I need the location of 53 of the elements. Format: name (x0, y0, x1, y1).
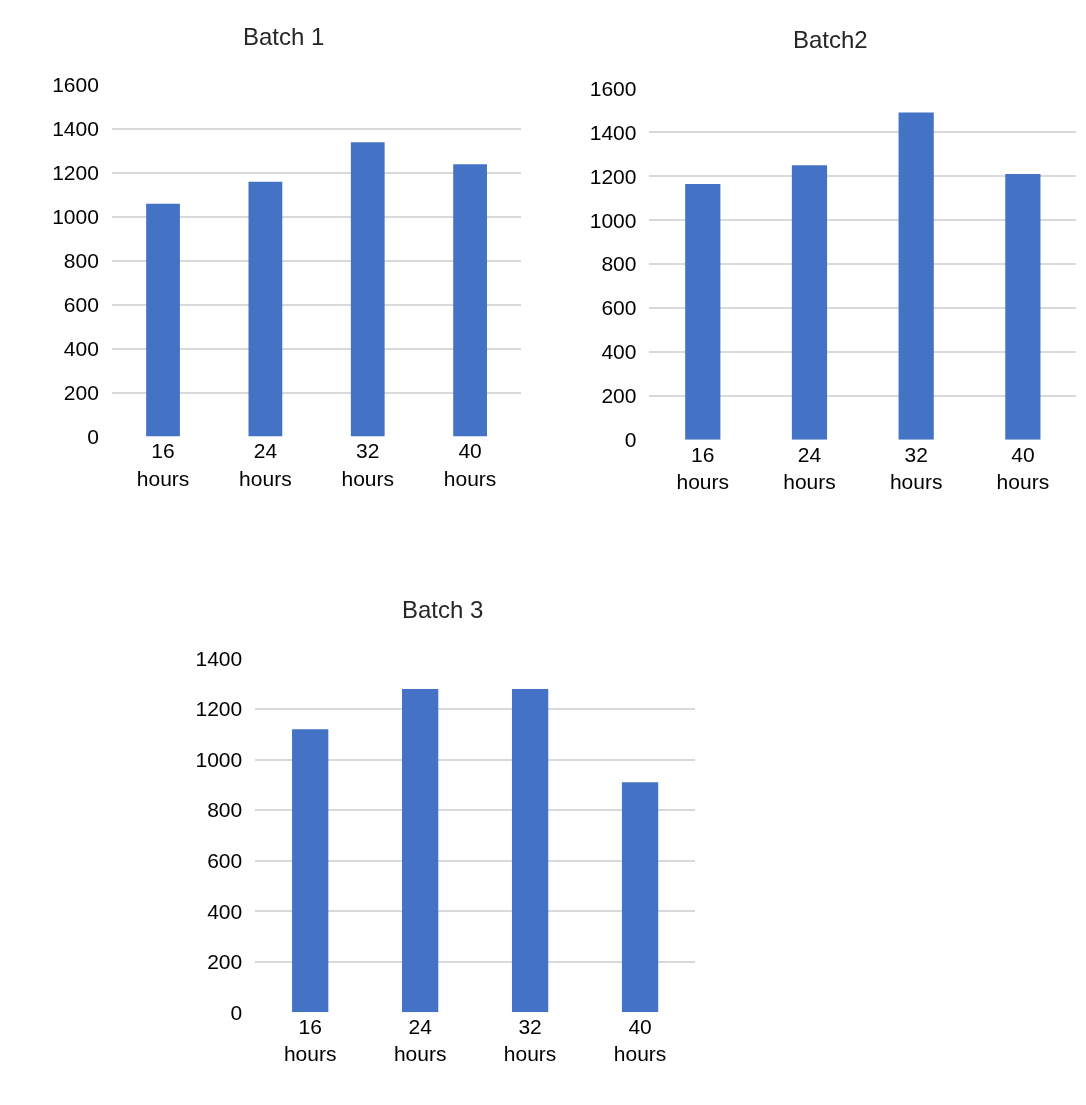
bar (248, 181, 283, 437)
x-tick-label: 24 hours (239, 439, 292, 490)
x-tick-label: 32 hours (889, 442, 943, 494)
y-tick-label: 200 (601, 384, 637, 408)
chart-title: Batch2 (793, 26, 868, 53)
y-tick-label: 800 (63, 249, 99, 273)
bar (350, 142, 385, 437)
y-tick-label: 400 (601, 340, 637, 364)
y-tick-label: 1200 (589, 164, 637, 188)
y-tick-label: 1400 (52, 117, 99, 141)
y-tick-label: 200 (207, 950, 243, 974)
y-tick-label: 1000 (589, 208, 637, 232)
chart-title: Batch 1 (243, 23, 325, 50)
x-tick-label: 24 hours (393, 1015, 447, 1066)
chart-title: Batch 3 (402, 596, 484, 623)
bar (791, 165, 828, 440)
y-tick-label: 1200 (52, 161, 99, 185)
bar (292, 729, 329, 1013)
y-tick-label: 1400 (195, 646, 243, 670)
y-tick-label: 1200 (195, 697, 243, 721)
y-tick-label: 600 (601, 296, 637, 320)
y-tick-label: 1400 (589, 120, 637, 144)
y-tick-label: 400 (207, 899, 243, 923)
x-tick-label: 24 hours (783, 442, 836, 494)
bar (511, 688, 549, 1013)
bar (402, 688, 439, 1013)
y-tick-label: 800 (601, 252, 637, 276)
y-tick-label: 1000 (195, 747, 243, 771)
y-tick-label: 600 (63, 293, 99, 317)
y-tick-label: 800 (207, 798, 243, 822)
bar (898, 112, 934, 440)
bar (1005, 174, 1041, 440)
bar (453, 164, 487, 437)
x-tick-label: 16 hours (676, 442, 730, 494)
bar (146, 203, 180, 437)
y-tick-label: 200 (63, 380, 99, 404)
y-tick-label: 400 (63, 336, 99, 360)
y-tick-label: 0 (230, 1000, 243, 1024)
x-tick-label: 40 hours (443, 439, 497, 490)
y-tick-label: 1600 (589, 76, 637, 100)
y-tick-label: 600 (207, 848, 243, 872)
y-tick-label: 0 (87, 424, 99, 448)
y-tick-label: 1000 (52, 205, 99, 229)
x-tick-label: 32 hours (341, 439, 395, 490)
bar (621, 782, 659, 1013)
x-tick-label: 16 hours (136, 439, 190, 490)
x-tick-label: 32 hours (503, 1015, 557, 1066)
x-tick-label: 40 hours (996, 442, 1050, 494)
y-tick-label: 0 (624, 428, 637, 452)
x-tick-label: 16 hours (283, 1015, 337, 1066)
y-tick-label: 1600 (52, 73, 99, 97)
bar (685, 183, 721, 440)
x-tick-label: 40 hours (613, 1015, 667, 1066)
